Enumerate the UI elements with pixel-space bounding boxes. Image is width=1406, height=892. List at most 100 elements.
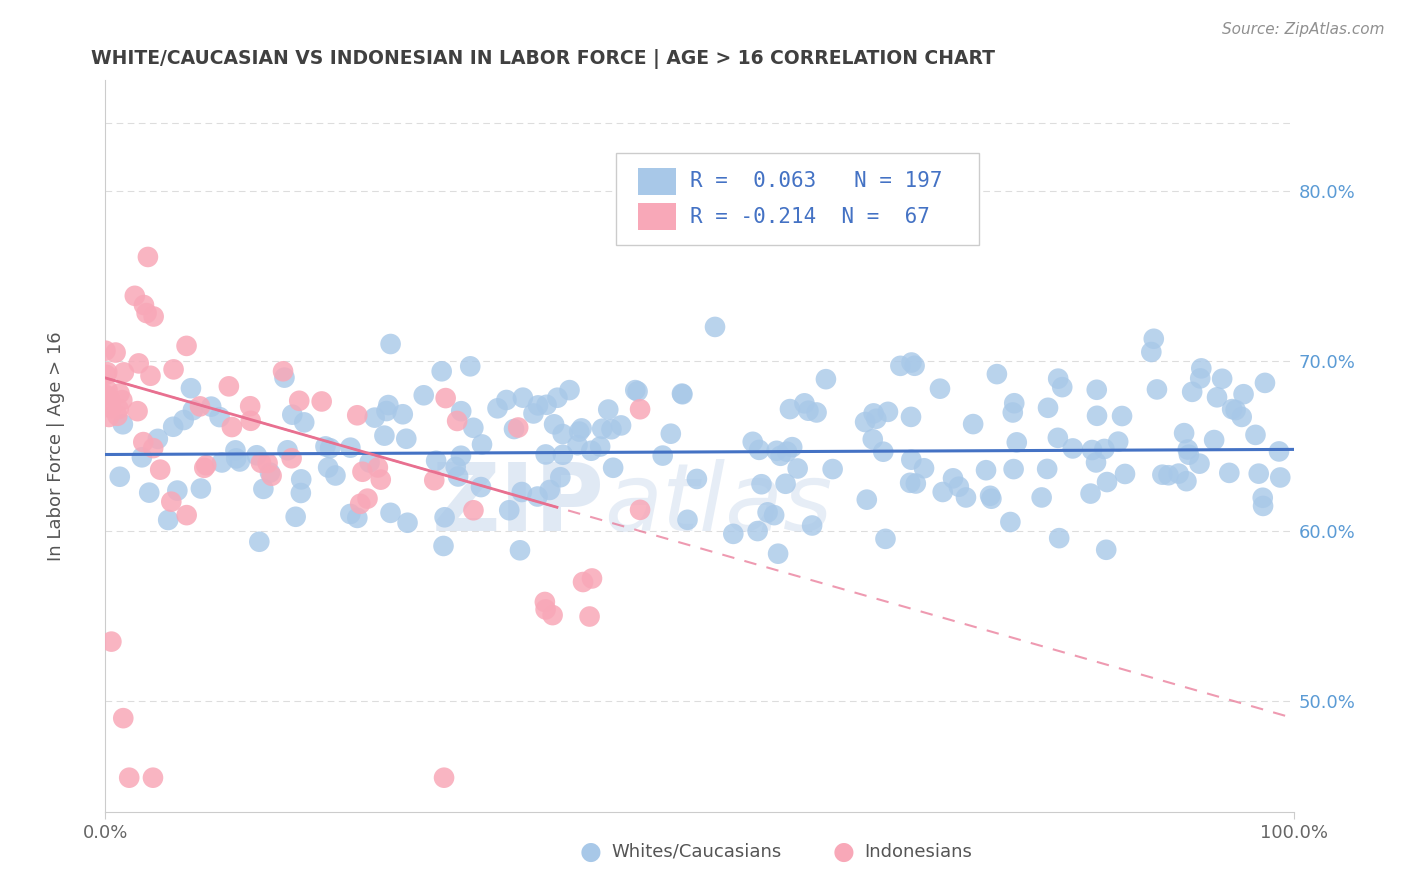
Point [94, 343, 117, 358]
Point [135, 306, 157, 320]
Point [509, 543, 531, 558]
Point [903, 359, 925, 373]
Point [239, 414, 262, 428]
Point [316, 460, 339, 475]
Point [127, 404, 149, 418]
Point [526, 490, 548, 504]
Point [195, 458, 218, 473]
Point [1167, 467, 1189, 481]
Point [862, 432, 884, 446]
Text: WHITE/CAUCASIAN VS INDONESIAN IN LABOR FORCE | AGE > 16 CORRELATION CHART: WHITE/CAUCASIAN VS INDONESIAN IN LABOR F… [91, 49, 995, 69]
Point [363, 410, 385, 425]
Point [1225, 403, 1247, 417]
Point [550, 470, 572, 484]
Point [221, 420, 243, 434]
Point [128, 356, 150, 370]
Point [1146, 383, 1168, 397]
Point [142, 310, 165, 324]
Point [779, 402, 801, 417]
Point [211, 455, 233, 469]
Point [598, 402, 620, 417]
Point [225, 451, 247, 466]
Point [1085, 409, 1108, 423]
Point [252, 482, 274, 496]
Point [1140, 345, 1163, 359]
Point [239, 399, 262, 413]
Point [356, 491, 378, 506]
Point [444, 459, 467, 474]
Point [229, 454, 252, 468]
Point [766, 547, 789, 561]
Point [104, 345, 127, 359]
Point [1000, 515, 1022, 529]
Point [1178, 448, 1201, 462]
Point [534, 602, 557, 616]
Point [100, 634, 122, 648]
Point [132, 298, 155, 312]
Point [1047, 531, 1070, 545]
Point [986, 367, 1008, 381]
Point [1031, 491, 1053, 505]
Point [602, 460, 624, 475]
Point [900, 355, 922, 369]
Point [98, 392, 121, 407]
Point [395, 432, 418, 446]
Point [142, 771, 165, 785]
Point [94, 388, 117, 402]
Point [433, 771, 456, 785]
Point [346, 409, 368, 423]
Point [367, 460, 389, 475]
Point [1047, 371, 1070, 385]
Point [176, 339, 198, 353]
Point [96, 383, 118, 397]
Point [900, 452, 922, 467]
Point [446, 414, 468, 428]
Point [1218, 466, 1240, 480]
Point [373, 428, 395, 442]
Point [1220, 402, 1243, 417]
Point [1247, 467, 1270, 481]
Point [100, 401, 122, 416]
Point [686, 472, 709, 486]
Text: In Labor Force | Age > 16: In Labor Force | Age > 16 [48, 331, 65, 561]
Point [671, 387, 693, 401]
Point [628, 503, 651, 517]
Point [900, 409, 922, 424]
Point [1095, 542, 1118, 557]
Point [157, 513, 180, 527]
Point [1206, 390, 1229, 404]
Point [1152, 467, 1174, 482]
Point [756, 505, 779, 519]
Point [931, 485, 953, 500]
Point [1232, 387, 1254, 401]
Point [769, 449, 792, 463]
Point [346, 511, 368, 525]
Text: ●: ● [832, 840, 855, 863]
Point [124, 289, 146, 303]
Point [942, 471, 965, 485]
Point [898, 475, 921, 490]
Point [1046, 431, 1069, 445]
Point [1001, 405, 1024, 419]
Point [853, 415, 876, 429]
Point [1107, 434, 1129, 449]
Point [558, 383, 581, 397]
Point [527, 398, 550, 412]
Point [284, 509, 307, 524]
Point [190, 482, 212, 496]
Point [589, 440, 612, 454]
Point [571, 421, 593, 435]
Point [458, 359, 481, 374]
Point [280, 451, 302, 466]
Point [1002, 462, 1025, 476]
Point [865, 411, 887, 425]
Point [96, 368, 118, 382]
Point [1244, 428, 1267, 442]
Point [877, 405, 900, 419]
Point [624, 383, 647, 397]
Point [1036, 401, 1059, 415]
Point [319, 442, 342, 456]
Point [380, 337, 402, 351]
Point [775, 476, 797, 491]
Point [132, 435, 155, 450]
